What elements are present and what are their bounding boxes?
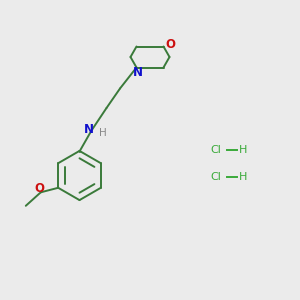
Text: H: H [239,145,247,155]
Text: O: O [165,38,175,51]
Text: Cl: Cl [211,145,221,155]
Text: H: H [239,172,247,182]
Text: O: O [34,182,44,195]
Text: N: N [133,66,143,80]
Text: N: N [83,122,94,136]
Text: Cl: Cl [211,172,221,182]
Text: H: H [99,128,107,138]
